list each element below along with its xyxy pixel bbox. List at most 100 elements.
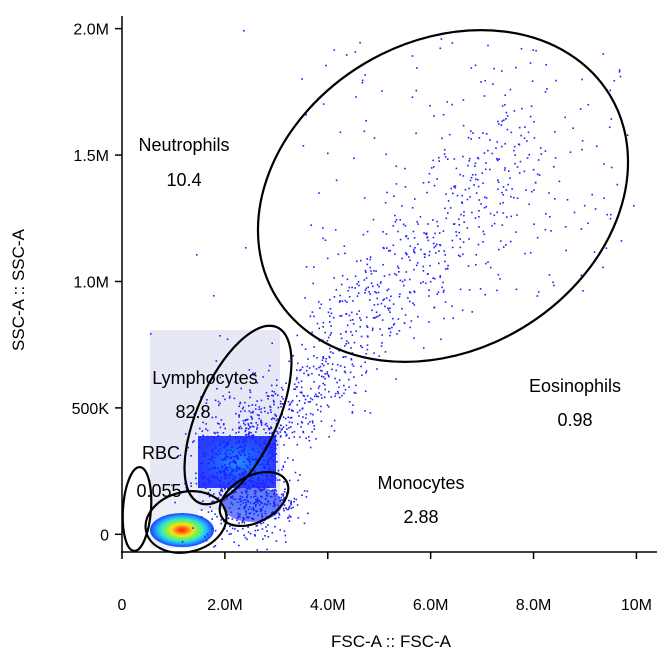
event-point [215, 472, 218, 474]
event-point [248, 487, 250, 490]
event-point [227, 487, 229, 490]
event-point [515, 66, 517, 69]
event-point [255, 501, 258, 503]
event-point [307, 374, 309, 377]
event-point [279, 400, 282, 403]
event-point [348, 314, 351, 317]
event-point [246, 495, 248, 498]
event-point [238, 431, 240, 433]
event-point [237, 468, 240, 470]
event-point [213, 431, 216, 434]
event-point [479, 288, 482, 290]
event-point [449, 207, 452, 209]
event-point [339, 300, 341, 302]
event-point [252, 458, 255, 460]
event-point [236, 456, 239, 459]
event-point [470, 176, 473, 179]
event-point [260, 510, 262, 513]
event-point [321, 359, 324, 362]
event-point [484, 196, 486, 199]
event-point [220, 471, 222, 473]
event-point [217, 434, 220, 437]
event-point [264, 503, 266, 505]
event-point [207, 511, 210, 513]
event-point [505, 216, 508, 218]
event-point [467, 265, 470, 267]
event-point [416, 221, 418, 223]
event-point [618, 69, 621, 71]
event-point [246, 488, 248, 490]
event-point [443, 289, 445, 292]
event-point [255, 490, 257, 493]
event-point [223, 472, 225, 474]
event-point [284, 534, 287, 537]
x-tick-label: 8.0M [516, 597, 552, 614]
event-point [250, 422, 252, 424]
event-point [210, 435, 213, 438]
event-point [468, 160, 471, 162]
event-point [463, 221, 465, 223]
event-point [379, 314, 381, 316]
event-point [218, 404, 220, 407]
gate-neutrophils[interactable] [197, 0, 657, 428]
gate-lymphocytes[interactable] [162, 311, 313, 519]
gate-monocytes[interactable] [210, 461, 297, 537]
event-point [330, 325, 332, 327]
event-point [224, 457, 226, 459]
event-point [273, 403, 275, 406]
event-point [350, 347, 352, 349]
event-point [504, 143, 506, 145]
event-point [537, 291, 540, 293]
event-point [263, 442, 265, 444]
event-point [290, 401, 293, 403]
event-point [230, 456, 233, 458]
event-point [253, 513, 255, 515]
event-point [239, 402, 241, 405]
event-point [552, 281, 554, 284]
event-point [281, 403, 284, 405]
event-point [603, 197, 605, 199]
event-point [398, 330, 401, 332]
event-point [389, 327, 391, 330]
gate-rbc[interactable] [120, 465, 154, 553]
event-point [319, 307, 321, 309]
event-point [354, 51, 357, 53]
event-point [326, 404, 329, 406]
event-point [475, 192, 478, 194]
event-point [247, 516, 250, 518]
event-point [425, 232, 428, 235]
event-point [348, 296, 351, 298]
event-point [245, 504, 248, 506]
event-point [409, 326, 411, 329]
event-point [493, 214, 496, 217]
event-point [413, 291, 416, 293]
event-point [243, 472, 245, 475]
event-point [271, 394, 273, 397]
event-point [241, 496, 244, 498]
event-point [437, 291, 440, 293]
event-point [256, 549, 258, 551]
event-point [239, 495, 241, 498]
event-point [265, 516, 268, 518]
event-point [211, 500, 213, 503]
event-point [267, 398, 269, 400]
event-point [247, 501, 250, 503]
event-point [633, 205, 635, 207]
event-point [391, 326, 393, 329]
event-point [291, 399, 294, 402]
event-point [303, 395, 306, 397]
event-point [511, 188, 513, 190]
event-point [451, 239, 454, 242]
event-point [443, 250, 445, 252]
event-point [219, 480, 222, 482]
event-point [266, 548, 268, 551]
event-point [536, 236, 539, 239]
event-point [252, 372, 254, 375]
event-point [237, 530, 239, 532]
event-point [519, 160, 522, 163]
event-point [363, 197, 366, 199]
event-point [207, 375, 209, 378]
event-point [244, 410, 246, 412]
event-point [235, 432, 237, 434]
event-point [305, 266, 308, 268]
